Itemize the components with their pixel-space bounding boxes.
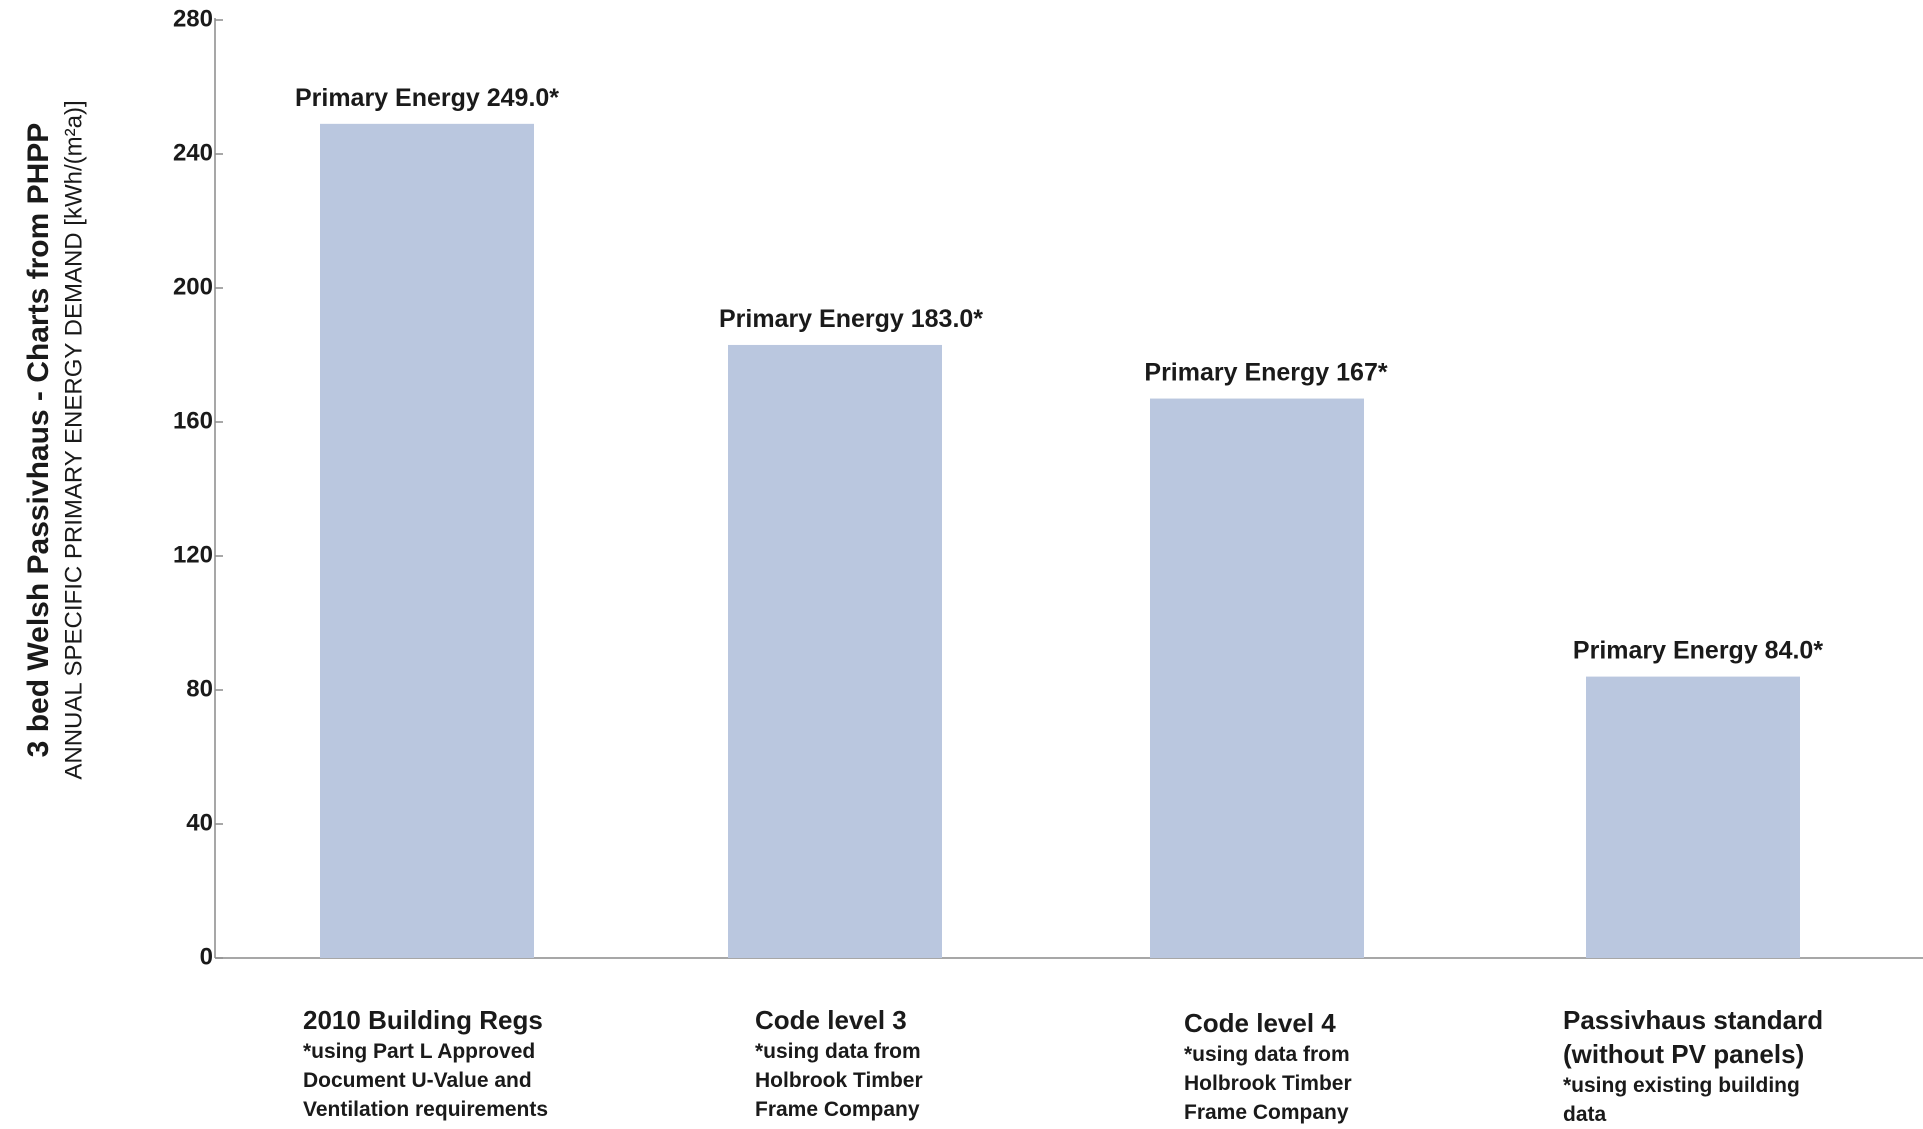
y-axis-label: ANNUAL SPECIFIC PRIMARY ENERGY DEMAND [k… bbox=[60, 100, 87, 779]
x-category-title: Code level 3 bbox=[755, 1005, 907, 1035]
bars bbox=[320, 123, 1800, 959]
x-category-label: 2010 Building Regs *using Part L Approved… bbox=[303, 1003, 548, 1124]
bar-data-label: Primary Energy 249.0* bbox=[295, 84, 559, 112]
chart-title: 3 bed Welsh Passivhaus - Charts from PHP… bbox=[22, 123, 55, 758]
bar bbox=[1150, 398, 1364, 958]
bar bbox=[1586, 676, 1800, 958]
y-tick-label: 240 bbox=[173, 139, 213, 166]
x-category-note: *using Part L Approved Document U-Value … bbox=[303, 1040, 549, 1121]
x-category-note: *using existing building data bbox=[1563, 1074, 1800, 1126]
y-tick-label: 0 bbox=[200, 943, 213, 970]
x-category-note: *using data from Holbrook Timber Frame C… bbox=[755, 1040, 923, 1121]
x-category-label: Code level 4 *using data from Holbrook Ti… bbox=[1184, 1006, 1352, 1127]
y-tick-label: 40 bbox=[186, 809, 213, 836]
y-axis-ticks: 0 40 80 120 160 200 240 280 bbox=[173, 5, 223, 970]
y-axis-title-group: 3 bed Welsh Passivhaus - Charts from PHP… bbox=[22, 100, 87, 779]
y-tick-label: 160 bbox=[173, 407, 213, 434]
y-tick-label: 80 bbox=[186, 675, 213, 702]
x-category-label: Passivhaus standard (without PV panels) *… bbox=[1563, 1003, 1823, 1129]
bar bbox=[320, 123, 534, 959]
bar bbox=[728, 344, 942, 958]
bar-data-label: Primary Energy 84.0* bbox=[1573, 637, 1823, 665]
x-category-title: Passivhaus standard (without PV panels) bbox=[1563, 1005, 1824, 1069]
x-category-label: Code level 3 *using data from Holbrook Ti… bbox=[755, 1003, 923, 1124]
x-category-note: *using data from Holbrook Timber Frame C… bbox=[1184, 1043, 1352, 1124]
y-tick-label: 200 bbox=[173, 273, 213, 300]
y-tick-label: 280 bbox=[173, 5, 213, 32]
bar-data-label: Primary Energy 167* bbox=[1144, 359, 1387, 387]
x-category-title: 2010 Building Regs bbox=[303, 1005, 543, 1035]
data-labels: Primary Energy 249.0* Primary Energy 183.… bbox=[295, 84, 1823, 665]
bar-data-label: Primary Energy 183.0* bbox=[719, 305, 983, 333]
x-category-title: Code level 4 bbox=[1184, 1008, 1336, 1038]
y-tick-label: 120 bbox=[173, 541, 213, 568]
